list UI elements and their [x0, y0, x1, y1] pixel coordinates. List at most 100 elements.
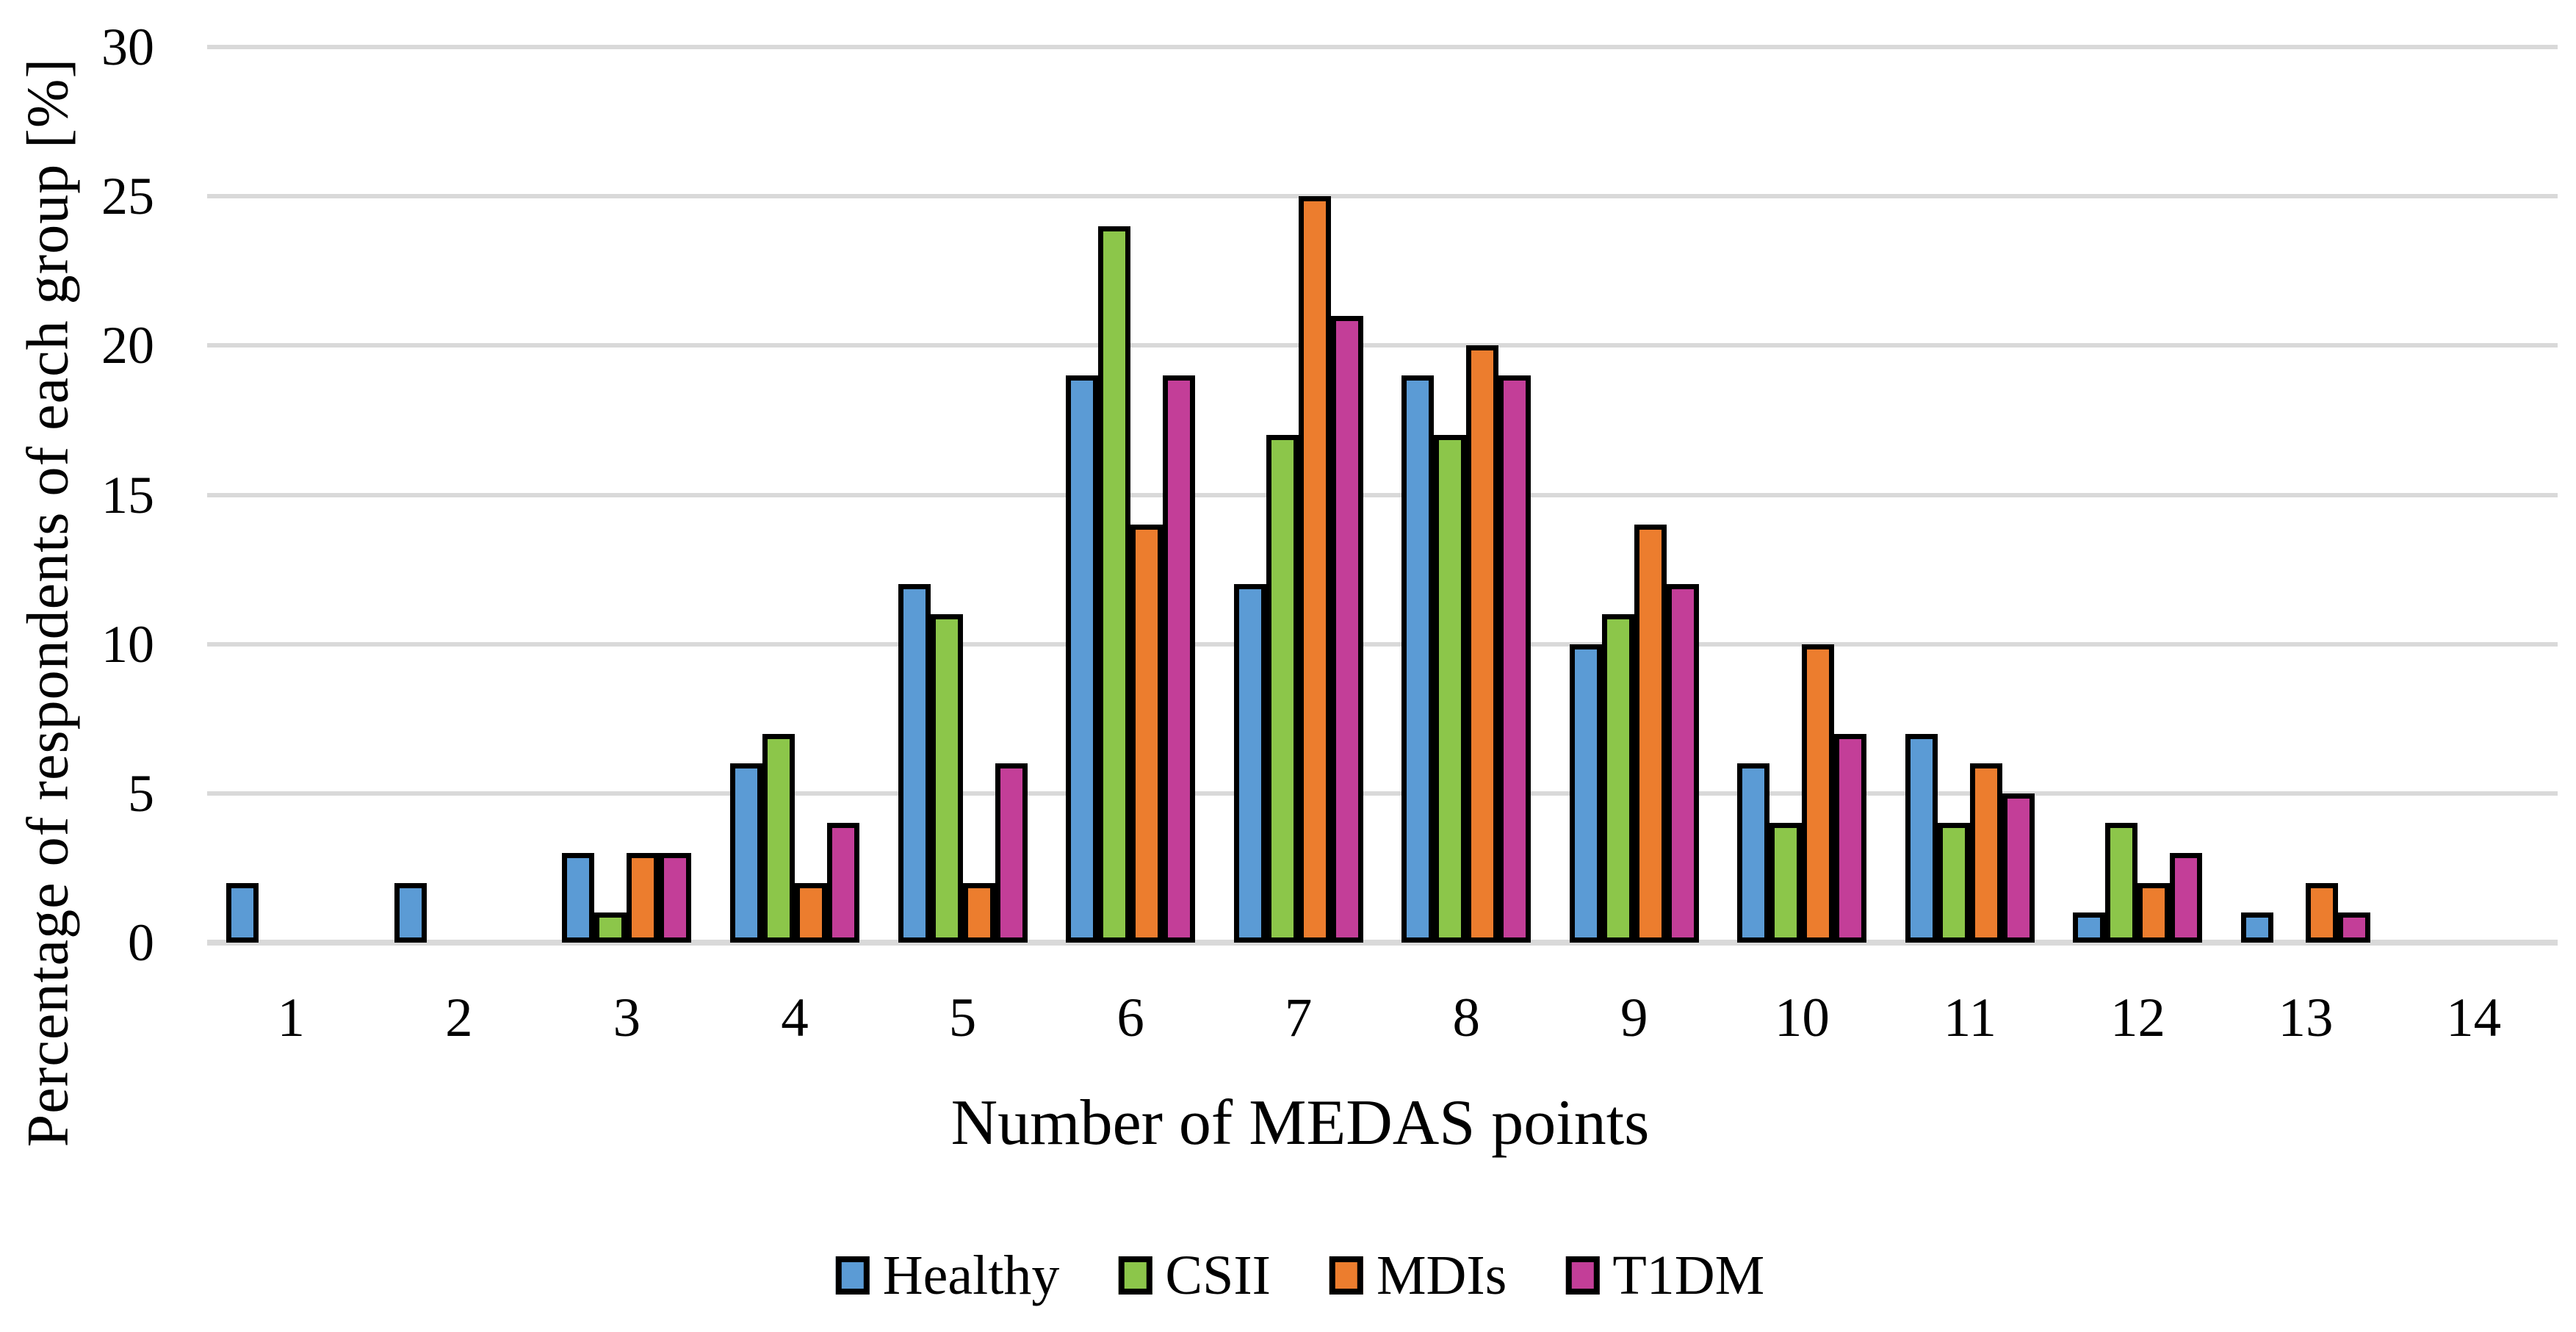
bar-healthy-5: [898, 584, 931, 943]
x-tick-label-6: 6: [1116, 987, 1144, 1048]
x-axis-title: Number of MEDAS points: [950, 1087, 1650, 1159]
x-tick-label-11: 11: [1943, 987, 1997, 1048]
bar-csii-3: [594, 912, 627, 943]
bar-slot-healthy-5: [898, 584, 931, 943]
bar-slot-healthy-10: [1737, 763, 1770, 943]
bar-mdis-5: [962, 882, 995, 943]
bar-t1dm-4: [826, 823, 859, 943]
legend-label-t1dm: T1DM: [1612, 1245, 1765, 1306]
legend-swatch-healthy: [835, 1256, 870, 1295]
category-group-12: [2054, 47, 2222, 943]
bar-slot-healthy-3: [562, 853, 595, 943]
legend-item-mdis: MDIs: [1329, 1245, 1507, 1306]
bar-t1dm-3: [659, 853, 692, 943]
bar-mdis-4: [794, 882, 827, 943]
bar-mdis-3: [627, 853, 660, 943]
bar-healthy-3: [562, 853, 595, 943]
bar-slot-healthy-8: [1401, 375, 1435, 943]
y-tick-label-25: 25: [101, 167, 154, 226]
bar-healthy-13: [2241, 912, 2274, 943]
bar-mdis-7: [1298, 196, 1331, 943]
bar-slot-csii-10: [1769, 823, 1803, 943]
bar-slot-csii-6: [1098, 226, 1131, 943]
bar-slot-healthy-6: [1066, 375, 1099, 943]
bar-csii-5: [930, 614, 963, 943]
bar-slot-t1dm-13: [2338, 912, 2371, 943]
legend-label-csii: CSII: [1165, 1245, 1271, 1306]
y-tick-label-30: 30: [101, 18, 154, 76]
category-group-11: [1886, 47, 2054, 943]
bar-slot-mdis-7: [1298, 196, 1331, 943]
bar-slot-mdis-3: [627, 853, 660, 943]
bar-healthy-7: [1233, 584, 1266, 943]
bar-csii-12: [2105, 823, 2138, 943]
bar-slot-healthy-13: [2241, 912, 2274, 943]
y-tick-label-5: 5: [128, 763, 154, 823]
bar-slot-t1dm-11: [2002, 793, 2035, 943]
bar-healthy-11: [1905, 733, 1938, 943]
bar-mdis-12: [2137, 882, 2171, 943]
bar-healthy-2: [394, 882, 427, 943]
bar-t1dm-12: [2170, 853, 2203, 943]
bar-mdis-10: [1802, 644, 1835, 943]
legend-item-csii: CSII: [1118, 1248, 1271, 1303]
bar-healthy-1: [226, 882, 259, 943]
bar-slot-mdis-11: [1969, 763, 2002, 943]
bar-healthy-9: [1569, 644, 1602, 943]
bar-slot-healthy-7: [1233, 584, 1266, 943]
bar-slot-mdis-9: [1634, 525, 1667, 943]
category-group-13: [2222, 47, 2390, 943]
bar-slot-healthy-11: [1905, 733, 1938, 943]
x-axis-tick-labels: 1 2 3 4 5 6 7 8 9 10 11 12 13 14: [207, 990, 2558, 1045]
x-tick-label-1: 1: [277, 987, 306, 1048]
category-group-8: [1382, 47, 1551, 943]
x-tick-label-10: 10: [1774, 987, 1830, 1048]
bar-slot-mdis-8: [1466, 345, 1499, 943]
y-axis-tick-labels: 0 5 10 15 20 25 30: [0, 21, 154, 969]
bar-mdis-9: [1634, 525, 1667, 943]
category-group-7: [1214, 47, 1382, 943]
bar-slot-csii-5: [930, 614, 963, 943]
legend-label-mdis: MDIs: [1376, 1245, 1507, 1306]
legend-label-healthy: Healthy: [882, 1245, 1060, 1306]
bar-slot-healthy-12: [2073, 912, 2106, 943]
x-tick-label-12: 12: [2110, 987, 2165, 1048]
bar-slot-mdis-5: [962, 882, 995, 943]
bar-csii-7: [1266, 435, 1299, 943]
category-group-1: [207, 47, 375, 943]
category-group-2: [375, 47, 544, 943]
category-group-9: [1551, 47, 1719, 943]
bar-slot-healthy-2: [394, 882, 427, 943]
bar-csii-4: [762, 733, 795, 943]
bar-slot-csii-12: [2105, 823, 2138, 943]
category-group-5: [878, 47, 1047, 943]
category-group-3: [543, 47, 711, 943]
x-tick-label-13: 13: [2278, 987, 2334, 1048]
y-tick-label-15: 15: [101, 465, 154, 525]
bar-slot-mdis-6: [1130, 525, 1163, 943]
gridline-5: [207, 791, 2558, 796]
bar-slot-t1dm-6: [1163, 375, 1196, 943]
bar-slot-t1dm-3: [659, 853, 692, 943]
bar-healthy-4: [729, 763, 762, 943]
bar-csii-10: [1769, 823, 1803, 943]
category-group-14: [2389, 47, 2558, 943]
legend-swatch-mdis: [1329, 1256, 1363, 1295]
bar-slot-csii-11: [1937, 823, 1970, 943]
x-tick-label-2: 2: [445, 987, 473, 1048]
gridlines: [207, 45, 2558, 946]
bar-slot-t1dm-4: [826, 823, 859, 943]
bar-slot-t1dm-9: [1666, 584, 1699, 943]
bar-slot-healthy-9: [1569, 644, 1602, 943]
bar-slot-t1dm-5: [995, 763, 1028, 943]
bar-csii-11: [1937, 823, 1970, 943]
bar-slot-csii-4: [762, 733, 795, 943]
plot-area: [207, 47, 2558, 943]
gridline-10: [207, 641, 2558, 647]
bar-mdis-13: [2306, 882, 2339, 943]
bar-slot-healthy-4: [729, 763, 762, 943]
legend-swatch-csii: [1118, 1256, 1152, 1295]
bar-slot-mdis-12: [2137, 882, 2171, 943]
bar-t1dm-10: [1834, 733, 1867, 943]
